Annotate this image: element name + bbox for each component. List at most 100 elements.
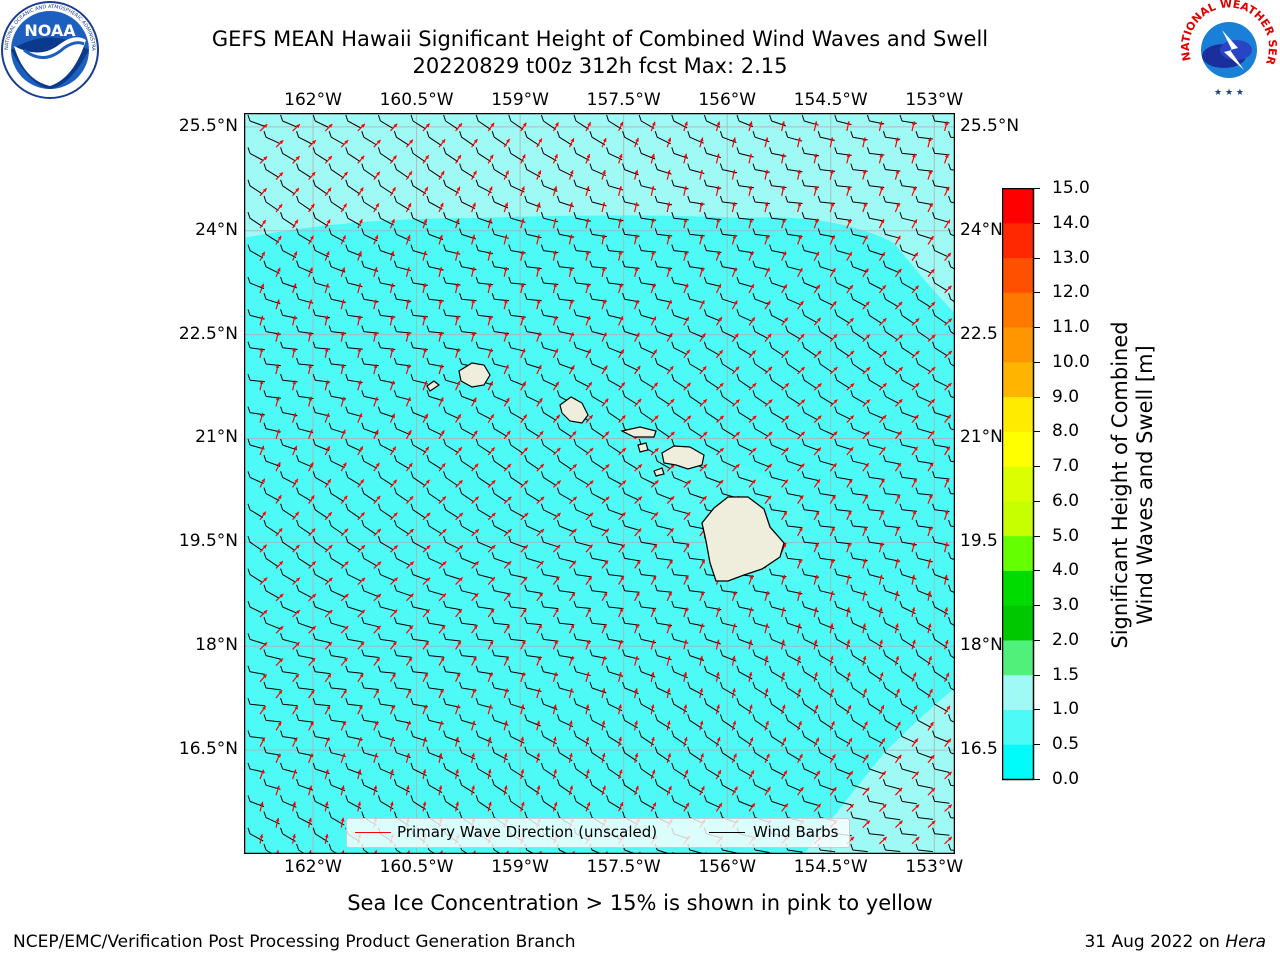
colorbar-segment — [1002, 501, 1034, 537]
colorbar-segment — [1002, 570, 1034, 607]
lat-tick-label-left: 21°N — [195, 427, 238, 448]
colorbar-tick-label: 15.0 — [1052, 178, 1090, 198]
island-molokai — [620, 426, 657, 438]
colorbar-tick-label: 11.0 — [1052, 317, 1090, 338]
island-maui — [661, 445, 705, 470]
colorbar-tick-mark — [1034, 188, 1040, 189]
colorbar-segment — [1002, 292, 1034, 329]
colorbar-segment — [1002, 258, 1034, 294]
colorbar-tick-mark — [1034, 396, 1040, 398]
footer-date: 31 Aug 2022 on Hera — [1084, 932, 1266, 952]
colorbar-segment — [1002, 362, 1034, 398]
lat-tick-label-right: 19.5 — [960, 531, 998, 552]
lon-tick-label-top: 162°W — [284, 90, 342, 110]
colorbar-tick-mark — [1034, 361, 1040, 363]
colorbar-tick-mark — [1034, 570, 1040, 572]
colorbar-segment — [1002, 675, 1034, 711]
lat-tick-label-left: 22.5°N — [178, 323, 238, 344]
lon-tick-label-bottom: 154.5°W — [793, 857, 868, 877]
map-title: GEFS MEAN Hawaii Significant Height of C… — [211, 27, 989, 51]
colorbar-tick-label: 5.0 — [1052, 525, 1080, 546]
lon-tick-label-top: 153°W — [905, 90, 964, 110]
island-hawaii — [701, 496, 785, 582]
colorbar-tick-label: 6.0 — [1052, 490, 1080, 511]
wave-direction-arrows — [259, 121, 953, 854]
colorbar-tick-label: 12.0 — [1052, 282, 1090, 303]
lon-tick-label-top: 157.5°W — [586, 90, 661, 110]
footer-host: Hera — [1225, 932, 1266, 952]
colorbar-tick-mark — [1034, 605, 1040, 607]
lat-tick-label-right: 22.5 — [960, 323, 998, 344]
colorbar-tick-label: 14.0 — [1052, 212, 1090, 233]
lat-tick-label-left: 19.5°N — [178, 531, 238, 552]
map-subtitle: 20220829 t00z 312h fcst Max: 2.15 — [412, 54, 788, 78]
ocean-fill — [244, 113, 955, 854]
lat-tick-label-right: 25.5°N — [960, 115, 1020, 136]
noaa-logo: NOAA NATIONAL OCEANIC AND ATMOSPHERIC AD… — [0, 0, 99, 99]
colorbar — [1002, 188, 1035, 781]
lon-tick-label-bottom: 157.5°W — [586, 857, 661, 877]
island-kahoolawe — [653, 467, 665, 477]
colorbar-tick-label: 10.0 — [1052, 351, 1090, 372]
colorbar-segment — [1002, 709, 1034, 746]
colorbar-tick-label: 2.0 — [1052, 629, 1080, 650]
colorbar-tick-mark — [1034, 500, 1040, 502]
lat-tick-label-right: 24°N — [960, 219, 1003, 240]
colorbar-segment — [1002, 605, 1034, 641]
colorbar-tick-mark — [1034, 466, 1040, 468]
lat-tick-label-right: 21°N — [960, 427, 1003, 448]
noaa-logo-text: NOAA — [24, 21, 76, 40]
legend-wind-label: Wind Barbs — [753, 823, 839, 841]
wind-barb-field — [247, 114, 955, 854]
map-legend: Primary Wave Direction (unscaled) Wind B… — [346, 818, 850, 848]
island-oahu — [559, 396, 589, 424]
colorbar-segment — [1002, 536, 1034, 572]
colorbar-tick-label: 0.5 — [1052, 734, 1080, 755]
wave-arrow-shafts — [259, 121, 953, 854]
lon-tick-label-bottom: 159°W — [491, 857, 549, 877]
lon-tick-label-top: 160.5°W — [379, 90, 454, 110]
colorbar-label: Significant Height of Combined Wind Wave… — [1108, 321, 1157, 649]
island-lanai — [637, 442, 649, 453]
lat-tick-label-right: 16.5 — [960, 739, 998, 760]
colorbar-tick-label: 13.0 — [1052, 247, 1090, 268]
colorbar-tick-mark — [1034, 535, 1040, 537]
lon-tick-label-bottom: 162°W — [284, 857, 342, 877]
colorbar-tick-mark — [1034, 709, 1040, 711]
colorbar-tick-mark — [1034, 327, 1040, 329]
colorbar-tick-label: 1.0 — [1052, 699, 1080, 720]
lat-tick-label-left: 16.5°N — [178, 739, 238, 760]
colorbar-tick-label: 0.0 — [1052, 769, 1080, 789]
colorbar-tick-label: 9.0 — [1052, 386, 1080, 407]
colorbar-tick-mark — [1034, 639, 1040, 641]
lat-tick-label-left: 24°N — [195, 219, 238, 240]
lon-tick-label-top: 156°W — [698, 90, 757, 110]
lon-tick-label-bottom: 156°W — [698, 857, 757, 877]
wave-height-map — [244, 113, 955, 854]
island-kauai — [458, 362, 491, 388]
svg-text:★ ★ ★: ★ ★ ★ — [1214, 88, 1244, 98]
colorbar-tick-mark — [1034, 222, 1040, 224]
lat-tick-label-right: 18°N — [960, 635, 1003, 656]
lat-tick-label-left: 25.5°N — [178, 115, 238, 136]
colorbar-tick-mark — [1034, 257, 1040, 259]
higher-wave-region-southeast — [804, 688, 955, 854]
colorbar-tick-mark — [1034, 431, 1040, 433]
lon-tick-label-top: 154.5°W — [793, 90, 868, 110]
lon-tick-label-bottom: 153°W — [905, 857, 964, 877]
colorbar-segment — [1002, 397, 1034, 433]
colorbar-tick-label: 7.0 — [1052, 456, 1080, 477]
colorbar-segment — [1002, 188, 1034, 224]
colorbar-segment — [1002, 223, 1034, 259]
wind-barbs — [247, 114, 955, 854]
footer-branch: NCEP/EMC/Verification Post Processing Pr… — [13, 932, 576, 952]
colorbar-tick-label: 3.0 — [1052, 595, 1080, 616]
colorbar-tick-label: 8.0 — [1052, 421, 1080, 442]
legend-wind-line — [709, 832, 745, 833]
colorbar-tick-mark — [1034, 292, 1040, 294]
colorbar-tick-mark — [1034, 674, 1040, 676]
colorbar-tick-label: 4.0 — [1052, 560, 1080, 581]
nws-logo: NATIONAL WEATHER SERVICE ★ ★ ★ — [1178, 0, 1279, 98]
colorbar-segment — [1002, 431, 1034, 468]
sea-ice-note: Sea Ice Concentration > 15% is shown in … — [347, 891, 933, 915]
